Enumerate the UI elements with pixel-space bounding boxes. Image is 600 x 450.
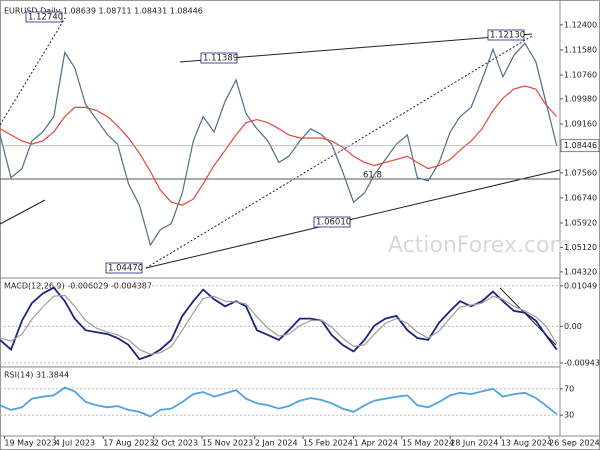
y-tick-label: 1.11580 bbox=[564, 45, 597, 54]
trend-line bbox=[145, 169, 561, 269]
y-tick-label: 1.04320 bbox=[564, 267, 597, 276]
annotation-box bbox=[200, 52, 238, 64]
last-price-label: 1.08446 bbox=[564, 141, 597, 150]
y-tick-label: 1.09160 bbox=[564, 119, 597, 128]
y-tick-label: 1.07560 bbox=[564, 168, 597, 177]
panel-title: RSI(14) 31.3844 bbox=[4, 371, 69, 380]
y-tick-label: 1.06740 bbox=[564, 193, 597, 202]
y-tick-label: 70 bbox=[564, 384, 574, 393]
y-tick-label: 1.05920 bbox=[564, 218, 597, 227]
y-tick-label: 30 bbox=[564, 411, 574, 420]
series-line bbox=[0, 286, 558, 361]
x-tick-label: 15 May 2024 bbox=[402, 439, 454, 448]
annotation: 1.12740 bbox=[28, 13, 63, 23]
x-tick-label: 15 Nov 2023 bbox=[202, 439, 253, 448]
annotation: 61.8 bbox=[363, 171, 382, 181]
watermark: ActionForex.com bbox=[388, 233, 571, 258]
x-tick-label: 2 Jan 2024 bbox=[255, 439, 298, 448]
last-price-box bbox=[560, 139, 600, 153]
y-tick-label: 0.01049 bbox=[564, 281, 597, 290]
annotation-box bbox=[105, 262, 143, 274]
x-tick-label: 17 Aug 2023 bbox=[103, 439, 154, 448]
annotation: 1.11389 bbox=[203, 54, 238, 64]
annotation: 1.04470 bbox=[108, 264, 143, 274]
series-line bbox=[0, 294, 558, 355]
trend-line bbox=[179, 33, 533, 63]
trend-line bbox=[145, 35, 533, 269]
x-tick-label: 13 Aug 2024 bbox=[501, 439, 552, 448]
annotation: 1.12130 bbox=[490, 31, 525, 41]
annotation: 1.06010 bbox=[316, 218, 351, 228]
x-tick-label: 1 Apr 2024 bbox=[354, 439, 398, 448]
trend-line bbox=[0, 199, 46, 225]
annotation-box bbox=[487, 29, 525, 41]
x-tick-label: 2 Oct 2023 bbox=[154, 439, 198, 448]
annotation-box bbox=[313, 216, 351, 228]
series-line bbox=[0, 386, 558, 418]
y-tick-label: 1.10760 bbox=[564, 71, 597, 80]
trend-line bbox=[0, 17, 66, 126]
annotation-box bbox=[25, 11, 63, 23]
x-tick-label: 15 Feb 2024 bbox=[303, 439, 353, 448]
series-line bbox=[0, 85, 558, 206]
panel-title: EURUSD,Daily 1.08639 1.08711 1.08431 1.0… bbox=[4, 7, 203, 16]
x-tick-label: 4 Jul 2023 bbox=[55, 439, 95, 448]
x-tick-label: 28 Jun 2024 bbox=[450, 439, 498, 448]
y-tick-label: 1.09980 bbox=[564, 94, 597, 103]
x-tick-label: 26 Sep 2024 bbox=[549, 439, 600, 448]
y-tick-label: 1.05120 bbox=[564, 243, 597, 252]
x-tick-label: 19 May 2023 bbox=[4, 439, 56, 448]
y-tick-label: 0.00 bbox=[564, 322, 582, 331]
series-line bbox=[0, 42, 558, 247]
y-tick-label: 1.12400 bbox=[564, 20, 597, 29]
y-tick-label: -0.009435 bbox=[564, 358, 600, 367]
